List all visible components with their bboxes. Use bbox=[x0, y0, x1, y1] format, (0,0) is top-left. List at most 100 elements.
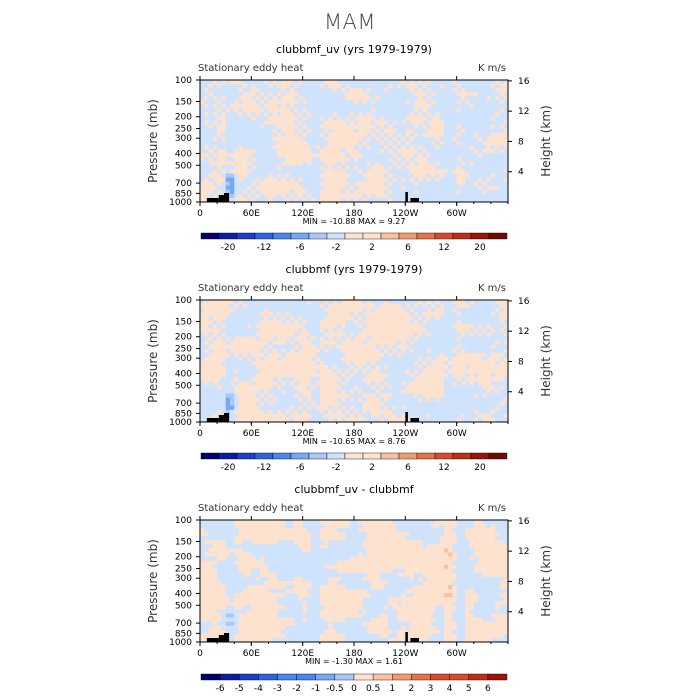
colorbar-swatch bbox=[449, 673, 469, 681]
colorbar-label: 6 bbox=[405, 463, 411, 473]
y-right-axis-label: Height (km) bbox=[539, 105, 553, 176]
panel-right-label: K m/s bbox=[478, 503, 506, 514]
colorbar-swatch bbox=[380, 232, 400, 240]
colorbar-swatch bbox=[296, 673, 316, 681]
x-tick-label: 180 bbox=[345, 429, 362, 439]
panel-title: clubbmf_uv - clubbmf bbox=[294, 483, 414, 496]
colorbar-swatch bbox=[353, 673, 374, 681]
colorbar-label: -6 bbox=[216, 684, 225, 694]
y-tick-label: 850 bbox=[175, 629, 192, 639]
colorbar-label: -6 bbox=[296, 243, 305, 253]
panel-3: clubbmf_uv - clubbmf Stationary eddy heat… bbox=[146, 483, 553, 694]
colorbar-swatch bbox=[488, 452, 508, 460]
x-tick-label: 0 bbox=[197, 209, 203, 219]
x-tick-label: 180 bbox=[345, 649, 362, 659]
colorbar-swatch bbox=[219, 673, 240, 681]
colorbar-swatch bbox=[239, 673, 259, 681]
y-tick-label: 500 bbox=[175, 161, 192, 171]
x-tick-label: 0 bbox=[197, 429, 203, 439]
colorbar-label: 12 bbox=[438, 463, 449, 473]
y-tick-label: 100 bbox=[175, 76, 192, 86]
panel-title: clubbmf_uv (yrs 1979-1979) bbox=[276, 43, 432, 56]
colorbar-swatch bbox=[470, 232, 490, 240]
x-tick-label: 60W bbox=[446, 649, 466, 659]
colorbar-label: -12 bbox=[257, 243, 272, 253]
colorbar-swatch bbox=[277, 673, 297, 681]
colorbar-swatch bbox=[334, 673, 355, 681]
colorbar-label: -3 bbox=[273, 684, 282, 694]
x-tick-label: 120E bbox=[291, 429, 314, 439]
colorbar-swatch bbox=[200, 452, 220, 460]
y-tick-label: 1000 bbox=[169, 638, 192, 648]
y-axis-label: Pressure (mb) bbox=[146, 539, 160, 623]
panel-title: clubbmf (yrs 1979-1979) bbox=[286, 263, 423, 276]
y-right-tick-label: 12 bbox=[518, 327, 529, 337]
panel-2: clubbmf (yrs 1979-1979) Stationary eddy h… bbox=[146, 263, 553, 473]
colorbar-swatch bbox=[380, 452, 400, 460]
colorbar-swatch bbox=[308, 452, 328, 460]
topo-block bbox=[218, 635, 228, 642]
colorbar-swatch bbox=[344, 452, 364, 460]
colorbar-swatch bbox=[362, 232, 382, 240]
colorbar-swatch bbox=[411, 673, 431, 681]
stats-text: MIN = -10.65 MAX = 8.76 bbox=[303, 437, 406, 446]
colorbar-swatch bbox=[487, 673, 508, 681]
colorbar-label: 1 bbox=[389, 684, 395, 694]
y-tick-label: 700 bbox=[175, 619, 192, 629]
colorbar-swatch bbox=[290, 232, 310, 240]
y-tick-label: 150 bbox=[175, 97, 192, 107]
x-tick-label: 120W bbox=[392, 209, 418, 219]
contour-field bbox=[200, 300, 508, 422]
x-tick-label: 0 bbox=[197, 649, 203, 659]
colorbar-swatch bbox=[362, 452, 382, 460]
y-tick-label: 850 bbox=[175, 189, 192, 199]
colorbar-swatch bbox=[398, 452, 418, 460]
topo-block bbox=[223, 413, 230, 422]
y-right-tick-label: 12 bbox=[518, 107, 529, 117]
contour-field bbox=[200, 520, 508, 642]
y-tick-label: 200 bbox=[175, 333, 192, 343]
colorbar-swatch bbox=[344, 232, 364, 240]
colorbar-label: 5 bbox=[466, 684, 472, 694]
colorbar-swatch bbox=[258, 673, 278, 681]
colorbar-label: 12 bbox=[438, 243, 449, 253]
x-tick-label: 120E bbox=[291, 209, 314, 219]
colorbar-label: -6 bbox=[296, 463, 305, 473]
y-right-tick-label: 16 bbox=[518, 77, 530, 87]
y-tick-label: 100 bbox=[175, 296, 192, 306]
colorbar-label: 2 bbox=[369, 243, 375, 253]
x-tick-label: 60W bbox=[446, 429, 466, 439]
colorbar-label: 0 bbox=[351, 684, 357, 694]
topo-block bbox=[218, 415, 228, 422]
y-tick-label: 700 bbox=[175, 179, 192, 189]
y-tick-label: 250 bbox=[175, 565, 192, 575]
panel-left-label: Stationary eddy heat bbox=[198, 63, 303, 74]
colorbar-swatch bbox=[326, 232, 346, 240]
y-right-tick-label: 8 bbox=[518, 137, 524, 147]
colorbar-swatch bbox=[315, 673, 336, 681]
colorbar: -20 -12 -6 -2 2 6 12 20 bbox=[200, 232, 508, 253]
panel-right-label: K m/s bbox=[478, 63, 506, 74]
y-right-axis-label: Height (km) bbox=[539, 545, 553, 616]
colorbar-label: 0.5 bbox=[366, 684, 380, 694]
colorbar-swatch bbox=[254, 232, 274, 240]
x-tick-label: 60W bbox=[446, 209, 466, 219]
topo-block bbox=[223, 633, 230, 642]
x-tick-label: 120W bbox=[392, 649, 418, 659]
y-tick-label: 700 bbox=[175, 399, 192, 409]
y-tick-label: 500 bbox=[175, 381, 192, 391]
colorbar-swatch bbox=[434, 232, 454, 240]
colorbar-swatch bbox=[290, 452, 310, 460]
topo-block bbox=[218, 195, 228, 202]
colorbar-label: 20 bbox=[474, 243, 486, 253]
colorbar-swatch bbox=[452, 452, 472, 460]
colorbar-swatch bbox=[308, 232, 328, 240]
y-right-axis-label: Height (km) bbox=[539, 325, 553, 396]
y-tick-label: 400 bbox=[175, 589, 192, 599]
y-tick-label: 250 bbox=[175, 345, 192, 355]
topo-block bbox=[206, 638, 219, 642]
y-tick-label: 300 bbox=[175, 574, 192, 584]
topo-block bbox=[206, 418, 219, 422]
topography bbox=[206, 632, 420, 642]
